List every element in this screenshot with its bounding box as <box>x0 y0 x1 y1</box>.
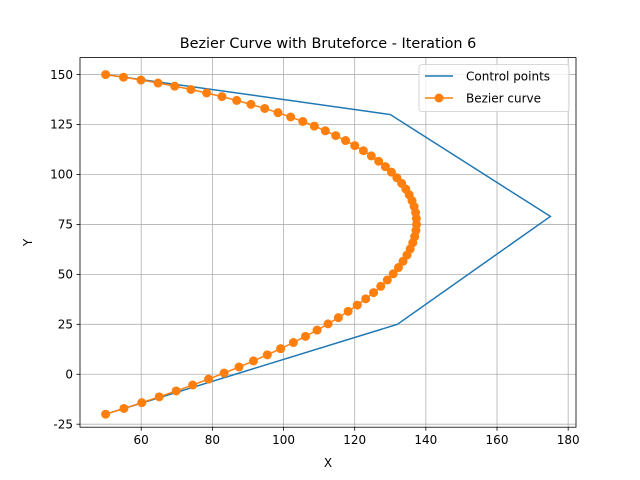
y-tick-label: 25 <box>58 318 73 332</box>
bezier-curve-point <box>188 380 198 390</box>
x-tick-label: 160 <box>486 433 509 447</box>
bezier-curve-point <box>298 116 308 126</box>
bezier-curve-point <box>219 368 229 378</box>
bezier-curve-point <box>331 131 341 141</box>
bezier-curve-point <box>386 167 396 177</box>
legend-box <box>418 64 570 112</box>
x-tick-label: 140 <box>414 433 437 447</box>
x-tick-label: 120 <box>343 433 366 447</box>
bezier-curve-point <box>202 88 212 98</box>
bezier-curve-point <box>186 85 196 95</box>
grid <box>80 57 576 428</box>
bezier-curve-line <box>105 73 418 415</box>
bezier-curve-point <box>361 294 371 304</box>
y-tick-label: 150 <box>50 68 73 82</box>
bezier-curve-point <box>262 350 272 360</box>
bezier-curve-point <box>376 281 386 291</box>
y-tick-label: 50 <box>58 268 73 282</box>
bezier-curve-point <box>369 288 379 298</box>
bezier-curve-point <box>286 112 296 122</box>
y-tick-label: 75 <box>58 218 73 232</box>
bezier-curve-point <box>312 325 322 335</box>
bezier-curve-point <box>276 344 286 354</box>
x-axis-ticks: 60 80 100 120 140 160 180 <box>134 427 580 447</box>
bezier-curve-point <box>382 275 392 285</box>
bezier-curve-point <box>374 156 384 166</box>
chart-title: Bezier Curve with Bruteforce - Iteration… <box>180 36 477 52</box>
bezier-curve-point <box>137 398 147 408</box>
bezier-curve-point <box>136 75 146 85</box>
x-axis-label: X <box>324 456 332 470</box>
x-tick-label: 180 <box>557 433 580 447</box>
legend-label-control-points: Control points <box>466 70 550 84</box>
bezier-curve-point <box>366 151 376 161</box>
bezier-curve-point <box>301 331 311 341</box>
bezier-curve-point <box>288 338 298 348</box>
bezier-curve-point <box>153 78 163 88</box>
bezier-curve-point <box>119 72 129 82</box>
y-axis-label: Y <box>21 238 35 247</box>
y-tick-label: -25 <box>53 417 73 431</box>
bezier-curve-point <box>388 269 398 279</box>
bezier-curve-point <box>358 146 368 156</box>
bezier-curve-point <box>260 103 270 113</box>
bezier-curve-point <box>393 263 403 273</box>
x-tick-label: 100 <box>272 433 295 447</box>
plot-area <box>101 70 552 419</box>
bezier-curve-point <box>101 70 111 80</box>
bezier-curve-point <box>171 386 181 396</box>
bezier-curve-point <box>309 121 319 131</box>
control-points-line <box>105 73 552 415</box>
bezier-curve-point <box>343 306 353 316</box>
bezier-curve-point <box>341 136 351 146</box>
bezier-curve-point <box>398 256 408 266</box>
bezier-curve-point <box>217 92 227 102</box>
bezier-curve-point <box>204 374 214 384</box>
plot-frame <box>79 57 577 428</box>
bezier-curve-point <box>232 95 242 105</box>
bezier-curve-point <box>248 356 258 366</box>
bezier-curve-point <box>380 162 390 172</box>
x-tick-label: 60 <box>134 433 149 447</box>
x-tick-label: 80 <box>205 433 220 447</box>
bezier-curve-point <box>154 392 164 402</box>
y-tick-label: 0 <box>65 367 73 381</box>
bezier-curve-point <box>350 141 360 151</box>
bezier-curve-point <box>234 362 244 372</box>
y-tick-label: 125 <box>50 118 73 132</box>
bezier-curve-point <box>101 409 111 419</box>
legend: Control points Bezier curve <box>418 64 570 112</box>
bezier-curve-point <box>320 126 330 136</box>
bezier-curve-point <box>352 300 362 310</box>
bezier-curve-point <box>246 99 256 109</box>
bezier-curve-point <box>273 108 283 118</box>
bezier-curve-point <box>333 313 343 323</box>
y-tick-label: 100 <box>50 168 73 182</box>
legend-marker-bezier-curve <box>434 93 444 103</box>
bezier-curve-point <box>119 403 129 413</box>
bezier-curve-point <box>323 319 333 329</box>
y-axis-ticks: -25 0 25 50 75 100 125 150 <box>50 68 80 431</box>
bezier-curve-point <box>170 81 180 91</box>
legend-label-bezier-curve: Bezier curve <box>466 92 541 106</box>
